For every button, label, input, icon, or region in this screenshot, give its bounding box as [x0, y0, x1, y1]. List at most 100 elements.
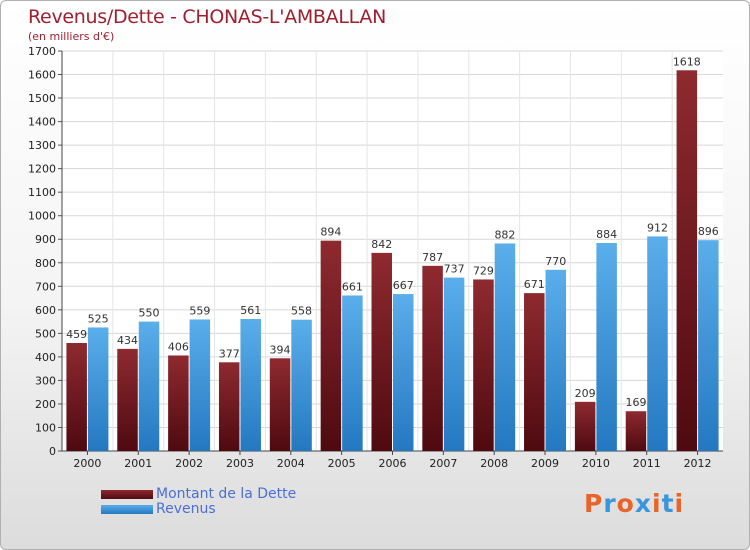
bar-revenue	[494, 243, 516, 451]
x-tick-label: 2001	[124, 457, 152, 470]
data-label-debt: 406	[168, 340, 189, 353]
x-tick-label: 2005	[328, 457, 356, 470]
data-label-debt: 894	[320, 226, 341, 239]
y-tick-label: 1300	[28, 139, 56, 152]
bar-debt	[524, 293, 545, 451]
bar-revenue	[291, 319, 312, 451]
logo-letter: x	[634, 489, 652, 518]
logo-letter: t	[661, 489, 675, 518]
data-label-debt: 209	[575, 387, 596, 400]
y-tick-label: 500	[35, 327, 56, 340]
y-tick-label: 600	[35, 304, 56, 317]
data-label-debt: 377	[219, 347, 240, 360]
y-tick-label: 0	[49, 445, 56, 458]
bar-debt	[168, 355, 189, 451]
data-label-revenue: 770	[545, 255, 566, 268]
y-tick-label: 200	[35, 398, 56, 411]
x-tick-label: 2003	[226, 457, 254, 470]
y-tick-label: 700	[35, 280, 56, 293]
data-label-debt: 394	[270, 343, 291, 356]
bar-debt	[269, 358, 291, 451]
bar-revenue	[87, 327, 109, 451]
bar-revenue	[647, 236, 668, 451]
bar-debt	[320, 240, 342, 451]
legend-label-debt: Montant de la Dette	[156, 486, 297, 502]
bar-revenue	[393, 294, 414, 451]
bar-revenue	[698, 240, 719, 451]
y-tick-label: 1600	[28, 69, 56, 82]
data-label-revenue: 559	[189, 304, 210, 317]
bar-revenue	[545, 269, 567, 451]
x-tick-label: 2010	[582, 457, 610, 470]
logo-letter: i	[674, 489, 685, 518]
y-tick-label: 400	[35, 351, 56, 364]
y-tick-label: 1100	[28, 186, 56, 199]
x-tick-label: 2012	[684, 457, 712, 470]
y-tick-label: 900	[35, 233, 56, 246]
x-tick-label: 2011	[633, 457, 661, 470]
y-tick-label: 1500	[28, 92, 56, 105]
data-label-revenue: 882	[494, 228, 515, 241]
bar-debt	[473, 279, 494, 451]
x-tick-label: 2002	[175, 457, 203, 470]
data-label-revenue: 884	[596, 228, 617, 241]
bar-debt	[371, 252, 392, 451]
y-tick-label: 300	[35, 374, 56, 387]
logo-letter: i	[652, 489, 662, 518]
legend-label-revenue: Revenus	[156, 501, 216, 517]
x-tick-label: 2009	[531, 457, 559, 470]
y-tick-label: 1400	[28, 116, 56, 129]
x-tick-label: 2004	[277, 457, 305, 470]
data-label-revenue: 525	[88, 312, 109, 325]
y-tick-label: 1200	[28, 163, 56, 176]
chart-title: Revenus/Dette - CHONAS-L'AMBALLAN	[28, 6, 386, 28]
data-label-revenue: 912	[647, 221, 668, 234]
proxiti-logo: Proxiti	[584, 489, 684, 518]
data-label-revenue: 561	[240, 304, 261, 317]
bar-revenue	[189, 319, 211, 451]
data-label-revenue: 737	[444, 263, 465, 276]
data-label-revenue: 896	[698, 225, 719, 238]
y-tick-label: 800	[35, 257, 56, 270]
data-label-debt: 1618	[673, 55, 701, 68]
bar-debt	[117, 348, 138, 451]
data-label-debt: 459	[66, 328, 87, 341]
bar-debt	[574, 401, 596, 451]
data-label-debt: 787	[422, 251, 443, 264]
y-tick-label: 1000	[28, 210, 56, 223]
chart-subtitle: (en milliers d'€)	[28, 30, 115, 43]
data-label-debt: 729	[473, 264, 494, 277]
y-tick-label: 1700	[28, 45, 56, 58]
data-label-revenue: 558	[291, 305, 312, 318]
logo-letter: o	[616, 489, 635, 518]
bar-revenue	[596, 243, 617, 451]
data-label-debt: 842	[371, 238, 392, 251]
data-label-debt: 169	[625, 396, 646, 409]
bar-revenue	[342, 295, 363, 451]
bar-debt	[422, 265, 443, 451]
bar-debt	[66, 343, 87, 451]
bar-debt	[625, 411, 647, 451]
bar-revenue	[240, 319, 261, 451]
x-tick-label: 2000	[73, 457, 101, 470]
legend-swatch-revenue	[101, 505, 153, 514]
bar-revenue	[138, 321, 160, 451]
bar-revenue	[443, 277, 465, 451]
data-label-debt: 671	[524, 278, 545, 291]
bar-debt	[218, 362, 240, 451]
legend-swatch-debt	[101, 490, 153, 499]
bar-debt	[676, 70, 698, 451]
logo-letter: P	[584, 489, 604, 518]
x-tick-label: 2007	[429, 457, 457, 470]
y-tick-label: 100	[35, 421, 56, 434]
x-tick-label: 2006	[379, 457, 407, 470]
x-tick-label: 2008	[480, 457, 508, 470]
data-label-debt: 434	[117, 334, 138, 347]
data-label-revenue: 667	[393, 279, 414, 292]
plot-area	[62, 51, 723, 451]
data-label-revenue: 661	[342, 280, 363, 293]
data-label-revenue: 550	[139, 307, 160, 320]
logo-letter: r	[603, 489, 617, 518]
